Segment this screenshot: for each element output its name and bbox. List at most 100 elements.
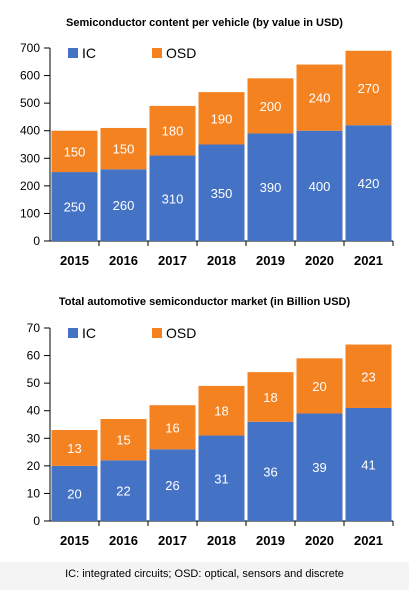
data-label-osd-2016: 15 — [116, 433, 130, 448]
data-label-osd-2018: 18 — [214, 404, 228, 419]
x-tick-label: 2015 — [60, 253, 89, 268]
data-label-ic-2016: 260 — [113, 198, 135, 213]
x-tick-label: 2015 — [60, 533, 89, 548]
bar-osd-2016 — [100, 418, 147, 461]
bar-ic-2016 — [100, 460, 147, 521]
legend-swatch-ic — [68, 328, 78, 338]
data-label-ic-2015: 20 — [67, 486, 81, 501]
y-tick-label: 10 — [27, 486, 41, 500]
data-label-ic-2019: 390 — [260, 180, 282, 195]
y-tick-label: 400 — [20, 124, 40, 138]
y-tick-label: 500 — [20, 96, 40, 110]
data-label-ic-2021: 41 — [361, 457, 375, 472]
x-tick-label: 2017 — [158, 533, 187, 548]
y-tick-label: 50 — [27, 376, 41, 390]
legend-label-osd: OSD — [166, 45, 196, 61]
x-tick-label: 2020 — [305, 253, 334, 268]
bar-osd-2017 — [149, 105, 196, 156]
x-tick-label: 2016 — [109, 253, 138, 268]
y-tick-label: 0 — [33, 514, 40, 528]
data-label-ic-2017: 26 — [165, 478, 179, 493]
legend-label-ic: IC — [82, 45, 96, 61]
legend-label-osd: OSD — [166, 325, 196, 341]
data-label-osd-2017: 16 — [165, 420, 179, 435]
bar-ic-2016 — [100, 169, 147, 241]
bar-ic-2021 — [345, 407, 392, 521]
y-tick-label: 70 — [27, 321, 41, 335]
x-tick-label: 2018 — [207, 533, 236, 548]
data-label-osd-2021: 270 — [358, 81, 380, 96]
x-tick-label: 2019 — [256, 253, 285, 268]
x-tick-label: 2021 — [354, 533, 383, 548]
bar-osd-2021 — [345, 344, 392, 408]
bar-ic-2017 — [149, 449, 196, 521]
bar-osd-2020 — [296, 64, 343, 131]
x-tick-label: 2019 — [256, 533, 285, 548]
y-tick-label: 300 — [20, 151, 40, 165]
y-tick-label: 200 — [20, 179, 40, 193]
bar-osd-2018 — [198, 92, 245, 145]
bar-ic-2015 — [51, 172, 98, 241]
y-tick-label: 30 — [27, 431, 41, 445]
chart-2-title: Total automotive semiconductor market (i… — [58, 296, 351, 308]
bar-osd-2015 — [51, 130, 98, 173]
legend-swatch-osd — [152, 328, 162, 338]
bar-ic-2015 — [51, 465, 98, 521]
data-label-osd-2016: 150 — [113, 142, 135, 157]
footer-band — [0, 562, 409, 590]
data-label-osd-2021: 23 — [361, 369, 375, 384]
data-label-osd-2019: 18 — [263, 390, 277, 405]
data-label-ic-2018: 31 — [214, 471, 228, 486]
bar-ic-2018 — [198, 144, 245, 241]
data-label-ic-2018: 350 — [211, 186, 233, 201]
y-tick-label: 20 — [27, 459, 41, 473]
data-label-osd-2020: 240 — [309, 91, 331, 106]
data-label-ic-2021: 420 — [358, 176, 380, 191]
bar-osd-2020 — [296, 358, 343, 414]
y-tick-label: 40 — [27, 404, 41, 418]
data-label-ic-2016: 22 — [116, 484, 130, 499]
bar-ic-2020 — [296, 130, 343, 241]
bar-ic-2019 — [247, 421, 294, 521]
x-tick-label: 2021 — [354, 253, 383, 268]
bar-ic-2018 — [198, 435, 245, 521]
bar-ic-2017 — [149, 155, 196, 241]
data-label-osd-2015: 13 — [67, 441, 81, 456]
y-tick-label: 0 — [33, 234, 40, 248]
bar-osd-2021 — [345, 50, 392, 126]
bar-osd-2019 — [247, 78, 294, 134]
y-tick-label: 600 — [20, 69, 40, 83]
x-tick-label: 2017 — [158, 253, 187, 268]
legend-swatch-ic — [68, 48, 78, 58]
x-tick-label: 2020 — [305, 533, 334, 548]
chart-1: 0 100 200 300 400 500 600 700 250 150 2015 260 150 20… — [20, 41, 394, 268]
bar-osd-2016 — [100, 127, 147, 170]
bar-ic-2020 — [296, 413, 343, 521]
data-label-ic-2019: 36 — [263, 464, 277, 479]
data-label-osd-2015: 150 — [64, 144, 86, 159]
y-tick-label: 100 — [20, 206, 40, 220]
bar-osd-2019 — [247, 372, 294, 422]
legend-swatch-osd — [152, 48, 162, 58]
bar-osd-2017 — [149, 405, 196, 450]
data-label-ic-2017: 310 — [162, 191, 184, 206]
chart-1-title: Semiconductor content per vehicle (by va… — [66, 17, 343, 29]
data-label-osd-2018: 190 — [211, 111, 233, 126]
legend-label-ic: IC — [82, 325, 96, 341]
data-label-osd-2019: 200 — [260, 99, 282, 114]
y-tick-label: 60 — [27, 349, 41, 363]
data-label-ic-2020: 400 — [309, 179, 331, 194]
bar-osd-2018 — [198, 385, 245, 436]
x-tick-label: 2018 — [207, 253, 236, 268]
data-label-ic-2015: 250 — [64, 200, 86, 215]
chart-2: 0 10 20 30 40 50 60 70 20 13 2015 22 15 2016 26 16 2017 3… — [27, 321, 394, 548]
data-label-osd-2020: 20 — [312, 379, 326, 394]
bar-osd-2015 — [51, 430, 98, 466]
data-label-osd-2017: 180 — [162, 124, 184, 139]
y-tick-label: 700 — [20, 41, 40, 55]
footnote: IC: integrated circuits; OSD: optical, s… — [65, 568, 344, 580]
bar-ic-2021 — [345, 125, 392, 241]
data-label-ic-2020: 39 — [312, 460, 326, 475]
bar-ic-2019 — [247, 133, 294, 241]
x-tick-label: 2016 — [109, 533, 138, 548]
